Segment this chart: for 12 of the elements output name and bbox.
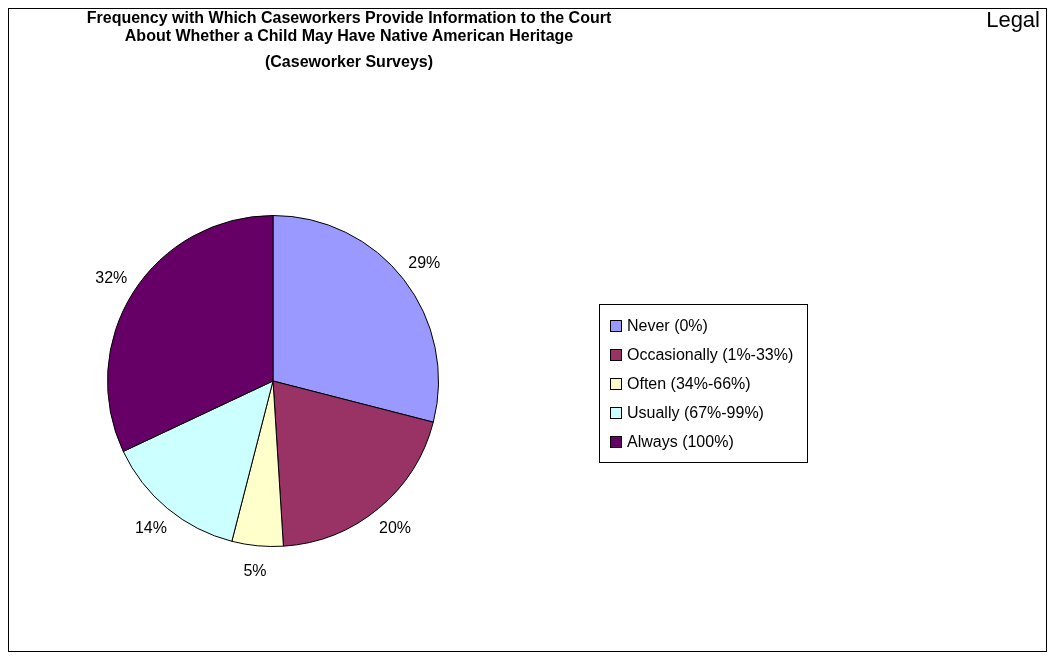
legend-label: Occasionally (1%-33%) [627, 345, 794, 364]
legend-label: Often (34%-66%) [627, 374, 751, 393]
chart-title: Frequency with Which Caseworkers Provide Information to the Court About Whether a Child May Have Native American Heritage (Caseworker Surveys) [85, 9, 613, 71]
data-label: 32% [95, 268, 128, 286]
data-label: 29% [408, 254, 441, 272]
legend-label: Always (100%) [627, 432, 734, 451]
legend-label: Usually (67%-99%) [627, 403, 764, 422]
text: Legal [986, 7, 1040, 33]
data-label: 20% [379, 518, 412, 536]
data-label: 14% [134, 518, 167, 536]
data-label: 5% [243, 562, 267, 580]
legend-label: Never (0%) [627, 316, 708, 335]
